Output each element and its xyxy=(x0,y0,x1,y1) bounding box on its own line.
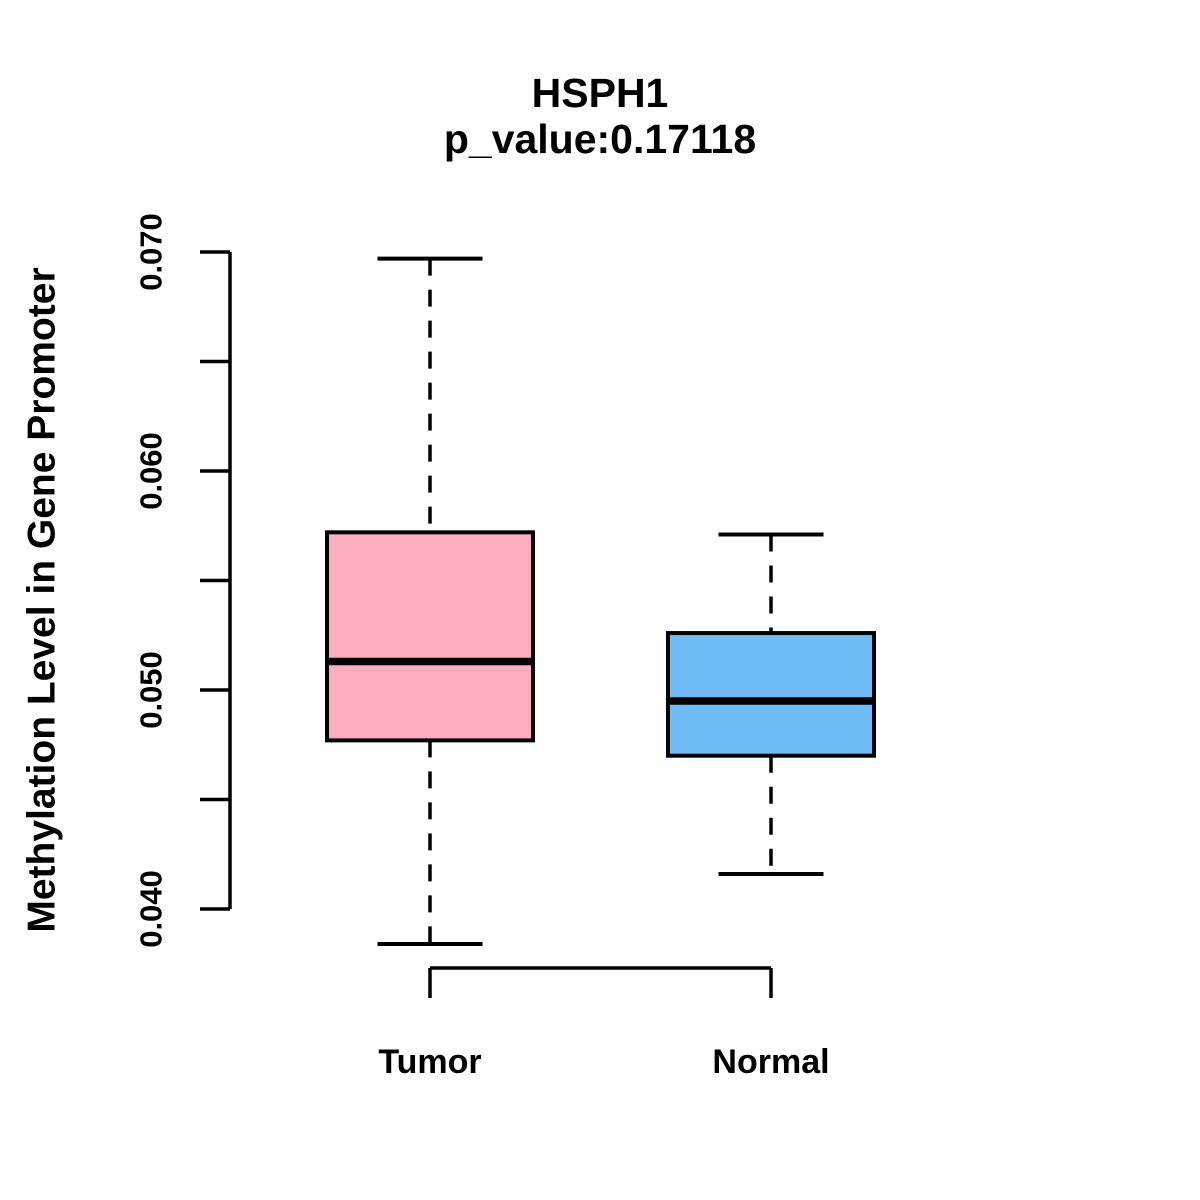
chart-subtitle: p_value:0.17118 xyxy=(443,116,757,162)
y-tick-label: 0.040 xyxy=(134,870,169,948)
x-label-tumor: Tumor xyxy=(378,1043,481,1081)
y-axis-label: Methylation Level in Gene Promoter xyxy=(21,267,64,932)
y-tick-label: 0.060 xyxy=(134,432,169,510)
y-tick-label: 0.050 xyxy=(134,651,169,729)
box-tumor xyxy=(325,530,535,743)
x-axis-bracket xyxy=(428,966,773,998)
x-label-normal: Normal xyxy=(712,1043,829,1081)
box-normal xyxy=(666,631,876,758)
boxplots xyxy=(325,256,876,947)
y-tick-label: 0.070 xyxy=(134,213,169,291)
chart-title: HSPH1 xyxy=(531,70,669,116)
x-category-labels: Tumor Normal xyxy=(378,1043,829,1081)
y-axis: 0.040 0.050 0.060 0.070 xyxy=(134,213,232,948)
